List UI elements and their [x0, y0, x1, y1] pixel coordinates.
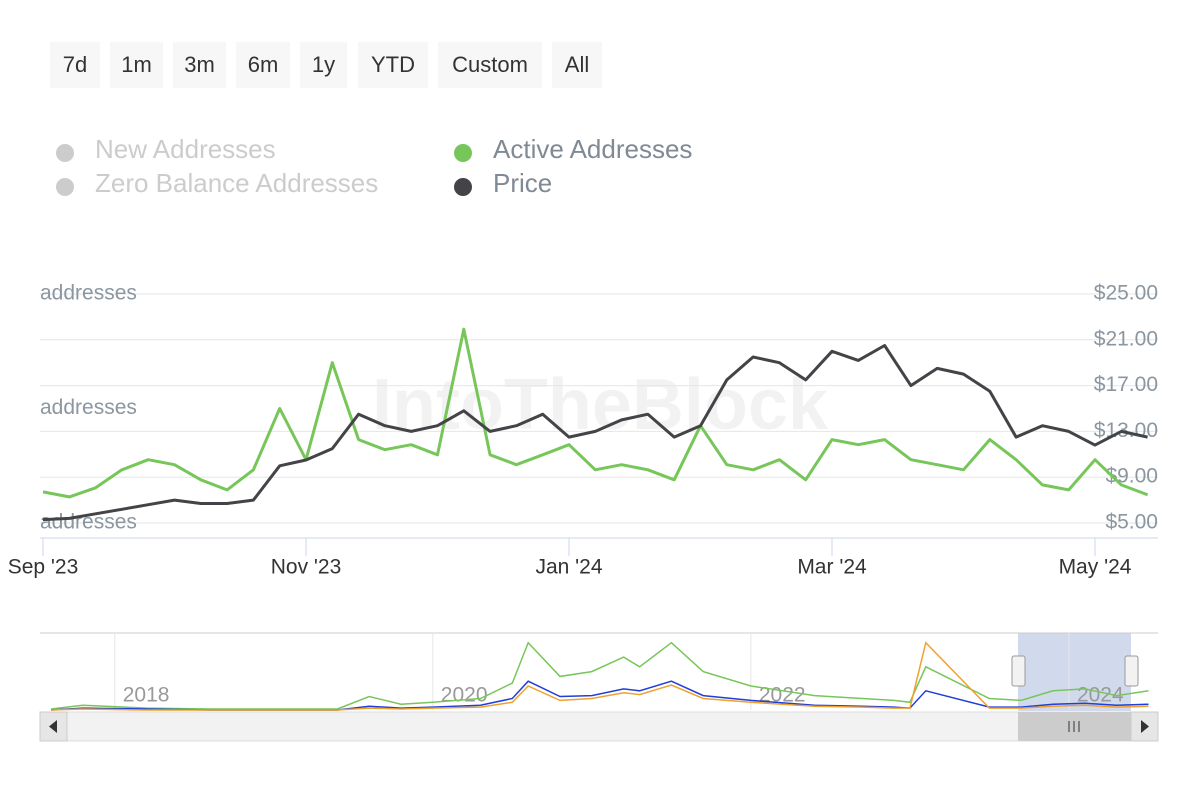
range-button-label[interactable]: Custom	[452, 52, 528, 77]
x-tick-label: Jan '24	[535, 556, 602, 579]
series-line	[42, 327, 1149, 499]
x-tick-label: Mar '24	[797, 556, 867, 579]
series-line	[42, 344, 1148, 522]
navigator-tick-label: 2018	[123, 684, 170, 707]
y2-tick-label: $13.00	[1094, 419, 1158, 442]
arrow-left	[49, 720, 57, 733]
range-button-label[interactable]: 7d	[63, 52, 87, 77]
range-button[interactable]	[358, 42, 428, 88]
navigator-handle[interactable]	[1011, 655, 1026, 687]
navigator-handle[interactable]	[1124, 655, 1139, 687]
y2-tick-label: $25.00	[1094, 282, 1158, 305]
range-button[interactable]	[50, 42, 100, 88]
range-button-label[interactable]: 1y	[312, 52, 335, 77]
legend-label[interactable]: Active Addresses	[493, 134, 692, 164]
range-button[interactable]	[236, 42, 290, 88]
range-button-label[interactable]: YTD	[371, 52, 415, 77]
navigator-tick-label: 2020	[441, 684, 488, 707]
legend-symbol[interactable]	[454, 178, 472, 196]
y-tick-label: addresses	[40, 282, 137, 305]
scrollbar-track[interactable]	[39, 711, 1159, 742]
y2-tick-label: $5.00	[1105, 511, 1158, 534]
navigator-window[interactable]	[1018, 633, 1131, 711]
range-button[interactable]	[300, 42, 347, 88]
y2-tick-label: $21.00	[1094, 327, 1158, 350]
thumb-grip	[1068, 721, 1080, 732]
y-tick-label: addresses	[40, 396, 137, 419]
x-tick-label: Nov '23	[271, 556, 342, 579]
legend-label[interactable]: New Addresses	[95, 134, 276, 164]
legend-symbol[interactable]	[454, 144, 472, 162]
range-button[interactable]	[552, 42, 602, 88]
range-button-label[interactable]: 3m	[184, 52, 215, 77]
range-button[interactable]	[110, 42, 163, 88]
range-button[interactable]	[438, 42, 542, 88]
range-button[interactable]	[173, 42, 226, 88]
arrow-right	[1141, 720, 1149, 733]
legend-label[interactable]: Zero Balance Addresses	[95, 168, 378, 198]
x-tick-label: May '24	[1059, 556, 1132, 579]
range-button-label[interactable]: All	[565, 52, 589, 77]
navigator-line	[51, 641, 1149, 710]
legend-label[interactable]: Price	[493, 168, 552, 198]
x-tick-label: Sep '23	[8, 556, 79, 579]
legend-symbol[interactable]	[56, 178, 74, 196]
y2-tick-label: $17.00	[1094, 373, 1158, 396]
range-button-label[interactable]: 1m	[121, 52, 152, 77]
range-button-label[interactable]: 6m	[248, 52, 279, 77]
y-tick-label: addresses	[40, 511, 137, 534]
navigator-line	[51, 641, 1149, 711]
legend-symbol[interactable]	[56, 144, 74, 162]
